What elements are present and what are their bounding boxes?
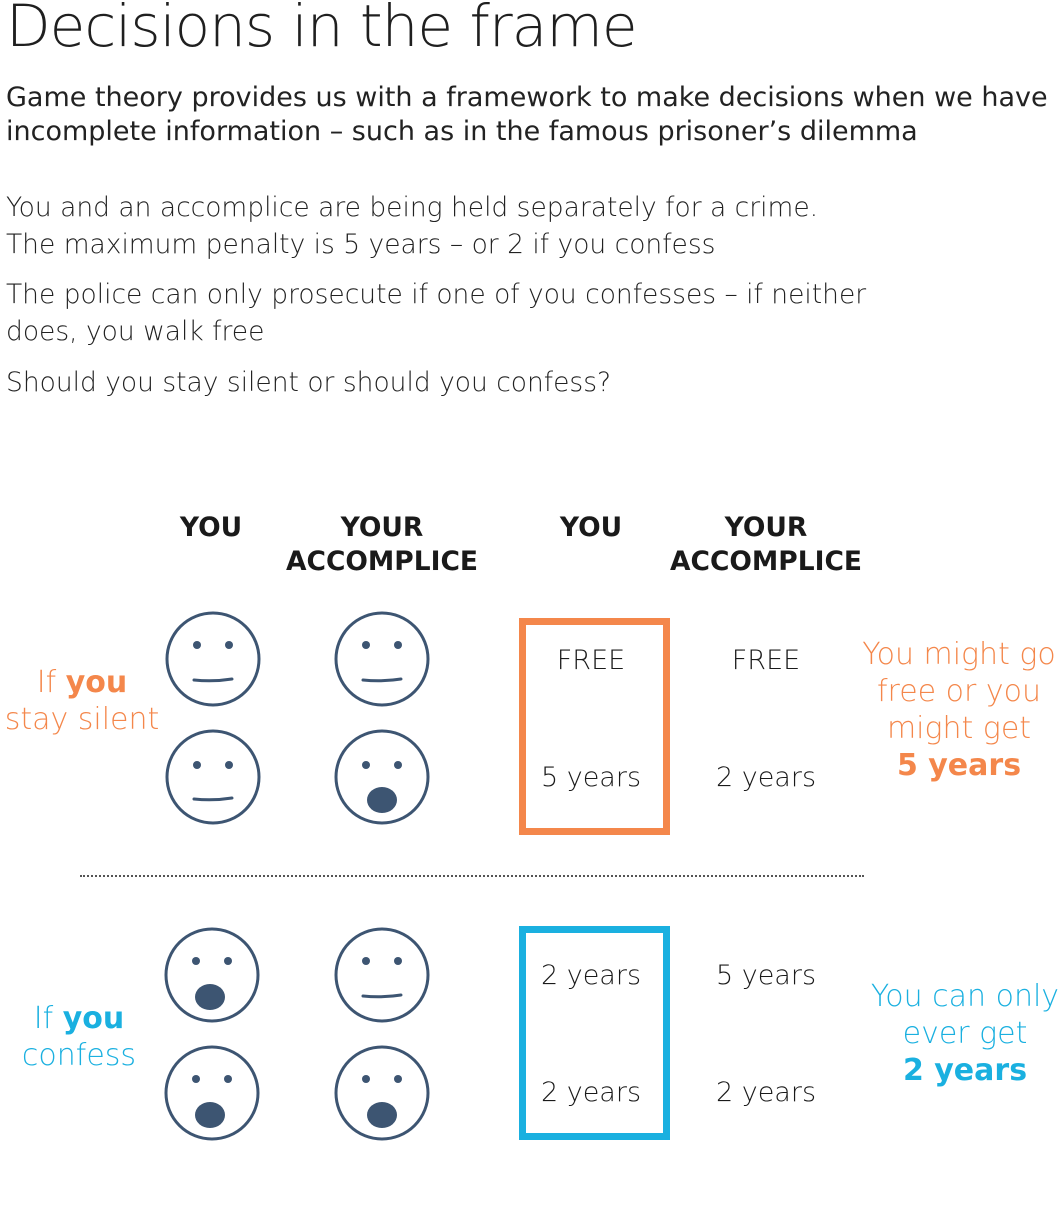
scenario-confess-label-line-2: confess [21,1038,137,1073]
body-line-3: The police can only prosecute if one of … [6,279,867,310]
header-faces-accomplice-line-2: ACCOMPLICE [285,546,479,577]
header-faces-accomplice: YOUR ACCOMPLICE [272,511,492,579]
header-outcome-accomplice: YOUR ACCOMPLICE [656,511,876,579]
outcome-silent-accomplice-2: 2 years [715,762,817,793]
neutral-face-icon [334,927,430,1023]
confess-summary-line-2: ever get [902,1016,1028,1051]
subtitle-line-1: Game theory provides us with a framework… [6,82,1048,113]
silent-summary-line-3: might get [886,711,1032,746]
confess-summary: You can only ever get 2 years [868,978,1062,1089]
header-outcome-accomplice-line-1: YOUR [724,512,808,543]
confess-summary-line-1: You can only [870,979,1060,1014]
body-line-2: The maximum penalty is 5 years – or 2 if… [6,229,716,260]
outcome-silent-you-1: FREE [556,645,626,676]
header-outcome-accomplice-line-2: ACCOMPLICE [669,546,863,577]
outcome-confess-you-2: 2 years [540,1077,642,1108]
silent-outcome-box [519,618,670,835]
shocked-face-icon [334,729,430,825]
page-title: Decisions in the frame [6,0,637,60]
confess-outcome-box [519,926,670,1140]
outcome-confess-you-1: 2 years [540,960,642,991]
header-outcome-you: YOU [559,512,623,543]
silent-summary: You might go free or you might get 5 yea… [862,636,1056,784]
silent-summary-line-2: free or you [876,674,1042,709]
header-faces-accomplice-line-1: YOUR [340,512,424,543]
silent-summary-bold: 5 years [896,748,1022,783]
header-faces-you: YOU [179,512,243,543]
scenario-silent-label-line-2: stay silent [4,702,160,737]
scenario-silent-label: If you stay silent [4,664,160,738]
scenario-silent-label-line-1: If you [36,665,128,700]
scenario-confess-label: If you confess [4,1000,154,1074]
silent-summary-line-1: You might go [862,637,1056,672]
shocked-face-icon [164,927,260,1023]
neutral-face-icon [165,611,261,707]
outcome-silent-accomplice-1: FREE [731,645,801,676]
confess-summary-bold: 2 years [902,1053,1028,1088]
outcome-confess-accomplice-2: 2 years [715,1077,817,1108]
body-line-5: Should you stay silent or should you con… [6,367,612,398]
section-divider [80,875,864,877]
body-line-1: You and an accomplice are being held sep… [6,192,819,223]
neutral-face-icon [165,729,261,825]
shocked-face-icon [164,1045,260,1141]
shocked-face-icon [334,1045,430,1141]
scenario-confess-label-line-1: If you [33,1001,125,1036]
outcome-silent-you-2: 5 years [540,762,642,793]
outcome-confess-accomplice-1: 5 years [715,960,817,991]
subtitle-line-2: incomplete information – such as in the … [6,116,918,147]
neutral-face-icon [334,611,430,707]
body-line-4: does, you walk free [6,316,265,347]
